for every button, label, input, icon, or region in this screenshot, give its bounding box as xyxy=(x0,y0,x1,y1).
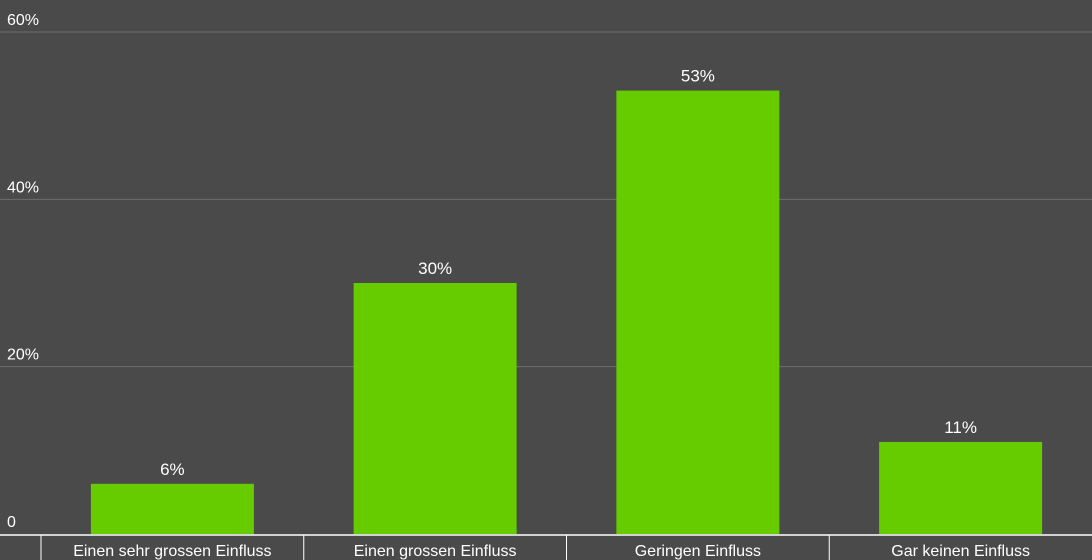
gridlines xyxy=(0,31,1092,368)
data-label: 53% xyxy=(681,67,715,86)
bar xyxy=(90,483,254,534)
x-tick-label: Einen sehr grossen Einfluss xyxy=(73,543,271,560)
y-tick-label: 60% xyxy=(7,12,39,29)
x-tick-label: Geringen Einfluss xyxy=(635,543,761,560)
bar xyxy=(879,441,1043,534)
bar xyxy=(616,90,780,535)
y-axis-ticks: 0 20% 40% 60% xyxy=(7,12,39,531)
value-labels: 6% 30% 53% 11% xyxy=(160,67,977,479)
category-labels: Einen sehr grossen Einfluss Einen grossen… xyxy=(73,543,1030,560)
x-tick-label: Gar keinen Einfluss xyxy=(891,543,1030,560)
y-tick-label: 0 xyxy=(7,514,16,531)
x-axis xyxy=(0,534,1092,560)
data-label: 11% xyxy=(944,418,977,437)
y-tick-label: 40% xyxy=(7,179,39,196)
data-label: 30% xyxy=(418,259,452,278)
x-tick-label: Einen grossen Einfluss xyxy=(354,543,517,560)
data-label: 6% xyxy=(160,460,185,479)
bars xyxy=(90,90,1043,535)
y-tick-label: 20% xyxy=(7,347,39,364)
bar xyxy=(353,283,517,534)
